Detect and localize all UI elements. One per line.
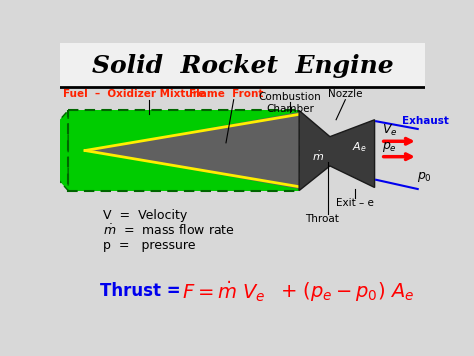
Polygon shape (55, 110, 68, 190)
Text: $p_0$: $p_0$ (417, 171, 432, 184)
Text: p  =   pressure: p = pressure (103, 239, 195, 252)
Text: V  =  Velocity: V = Velocity (103, 209, 187, 222)
Text: Solid  Rocket  Engine: Solid Rocket Engine (92, 54, 394, 78)
Text: Exhaust: Exhaust (401, 116, 448, 126)
Text: $\dot{m}$  =  mass flow rate: $\dot{m}$ = mass flow rate (103, 223, 235, 238)
Text: $A_e$: $A_e$ (352, 140, 366, 153)
Bar (68, 110, 299, 190)
Text: Nozzle: Nozzle (328, 89, 363, 99)
Polygon shape (85, 112, 299, 189)
Bar (61, 43, 425, 87)
Text: $F = \dot{m}\ V_e$: $F = \dot{m}\ V_e$ (182, 279, 266, 304)
Polygon shape (299, 110, 374, 190)
Text: Flame  Front: Flame Front (189, 89, 263, 99)
Text: Fuel  –  Oxidizer Mixture: Fuel – Oxidizer Mixture (63, 89, 205, 99)
Text: $+\ (p_e - p_0)\ A_e$: $+\ (p_e - p_0)\ A_e$ (280, 280, 414, 303)
Text: $V_e$: $V_e$ (383, 123, 398, 138)
Text: Thrust =: Thrust = (100, 282, 181, 300)
Text: Combustion
Chamber: Combustion Chamber (258, 92, 321, 114)
Text: Throat: Throat (305, 214, 339, 224)
Text: $\dot{m}$: $\dot{m}$ (312, 150, 324, 163)
Bar (68, 110, 299, 190)
Text: Exit – e: Exit – e (337, 198, 374, 208)
Bar (61, 87, 425, 317)
Text: $p_e$: $p_e$ (383, 140, 397, 153)
